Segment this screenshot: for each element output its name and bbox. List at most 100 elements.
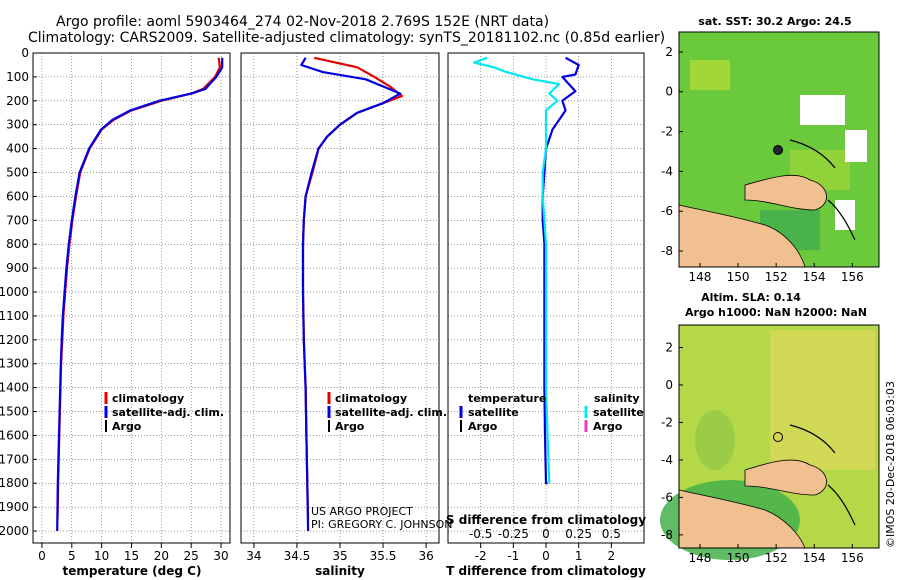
series-line-salinity-satellite xyxy=(473,56,561,484)
map-x-tick-label: 154 xyxy=(803,270,826,284)
x-tick-label-top: -0.25 xyxy=(498,527,529,541)
depth-tick-label: 1300 xyxy=(0,357,29,371)
map-x-tick-label: 152 xyxy=(765,551,788,565)
x-tick-label: 20 xyxy=(154,549,169,563)
temperature-legend: climatology satellite-adj. clim. Argo xyxy=(104,392,224,433)
map-y-tick-label: -8 xyxy=(661,244,673,258)
map-y-tick-label: -2 xyxy=(661,125,673,139)
map-y-tick-label: 2 xyxy=(665,45,673,59)
sst-map-ticks: 148 150 152 154 156 2 0 -2 -4 -6 -8 xyxy=(661,45,864,284)
x-tick-label: 25 xyxy=(184,549,199,563)
map-y-tick-label: 0 xyxy=(665,85,673,99)
salinity-x-ticks: 34 34.5 35 35.5 36 xyxy=(246,543,434,563)
sst-new-guinea-land xyxy=(678,204,806,268)
depth-axis-labels: 0 100 200 300 400 500 600 700 800 900 1000 1100 1200… xyxy=(0,46,37,538)
sst-missing-patch xyxy=(800,95,845,125)
temperature-x-ticks: 0 5 10 15 20 25 30 xyxy=(38,543,229,563)
map-x-tick-label: 148 xyxy=(688,270,711,284)
s-difference-axis-label: S difference from climatology xyxy=(446,513,646,527)
depth-tick-label: 1200 xyxy=(0,333,29,347)
depth-tick-label: 100 xyxy=(6,70,29,84)
credit-pi: PI: GREGORY C. JOHNSON xyxy=(311,518,452,531)
x-tick-label: -2 xyxy=(475,549,487,563)
depth-tick-label: 1500 xyxy=(0,405,29,419)
x-tick-label-top: 0 xyxy=(542,527,550,541)
figure-title-line2: Climatology: CARS2009. Satellite-adjuste… xyxy=(28,30,665,46)
sla-new-guinea-land xyxy=(678,489,806,549)
depth-tick-label: 200 xyxy=(6,94,29,108)
legend-label-argo: Argo xyxy=(112,420,142,433)
figure-title-line1: Argo profile: aoml 5903464_274 02-Nov-20… xyxy=(56,14,549,30)
x-tick-label: 2 xyxy=(608,549,616,563)
map-y-tick-label: -6 xyxy=(661,490,673,504)
depth-tick-label: 300 xyxy=(6,118,29,132)
depth-tick-label: 800 xyxy=(6,237,29,251)
sst-map-frame xyxy=(678,31,880,268)
salinity-legend: climatology satellite-adj. clim. Argo xyxy=(327,392,447,433)
x-tick-label: 35 xyxy=(332,549,347,563)
difference-legend-salinity: salinity satellite Argo xyxy=(584,392,644,433)
x-tick-label: 1 xyxy=(575,549,583,563)
depth-tick-label: 400 xyxy=(6,142,29,156)
sst-map-title: sat. SST: 30.2 Argo: 24.5 xyxy=(698,15,851,28)
depth-tick-label: 1700 xyxy=(0,452,29,466)
series-line-climatology xyxy=(56,57,221,520)
temperature-panel-frame xyxy=(32,52,231,544)
map-x-tick-label: 156 xyxy=(841,551,864,565)
depth-tick-label: 700 xyxy=(6,213,29,227)
legend-label-satellite: satellite-adj. clim. xyxy=(112,406,224,419)
salinity-panel-frame xyxy=(240,52,440,544)
map-y-tick-label: -4 xyxy=(661,164,673,178)
series-line-satellite-adj-clim- xyxy=(56,57,224,532)
t-difference-axis-label: T difference from climatology xyxy=(446,564,646,578)
legend-label-s-argo: Argo xyxy=(593,420,623,433)
salinity-lines xyxy=(300,56,404,532)
sla-map-frame xyxy=(678,324,880,549)
map-x-tick-label: 150 xyxy=(727,551,750,565)
depth-tick-label: 500 xyxy=(6,166,29,180)
legend-label-t-argo: Argo xyxy=(468,420,498,433)
depth-tick-label: 600 xyxy=(6,189,29,203)
x-tick-label: 34.5 xyxy=(284,549,311,563)
map-y-tick-label: -6 xyxy=(661,204,673,218)
map-y-tick-label: -4 xyxy=(661,453,673,467)
x-tick-label: 15 xyxy=(124,549,139,563)
depth-tick-label: 900 xyxy=(6,261,29,275)
x-tick-label-top: -0.5 xyxy=(469,527,492,541)
sst-missing-patch xyxy=(835,200,855,230)
map-y-tick-label: 0 xyxy=(665,378,673,392)
depth-tick-label: 1900 xyxy=(0,500,29,514)
x-tick-label: 5 xyxy=(68,549,76,563)
credit-project: US ARGO PROJECT xyxy=(311,505,413,518)
difference-legend-temperature: temperature satellite Argo xyxy=(459,392,546,433)
sla-argo-location-marker xyxy=(773,432,783,442)
legend-head-temperature: temperature xyxy=(468,392,546,405)
map-x-tick-label: 152 xyxy=(765,270,788,284)
legend-label-climatology: climatology xyxy=(112,392,184,405)
map-x-tick-label: 150 xyxy=(727,270,750,284)
x-tick-label: 35.5 xyxy=(370,549,397,563)
grid-lines xyxy=(33,52,644,543)
salinity-axis-label: salinity xyxy=(315,564,365,578)
x-tick-label-top: 0.5 xyxy=(602,527,621,541)
x-tick-label: 0 xyxy=(542,549,550,563)
sst-new-ireland-coast xyxy=(789,139,836,169)
depth-tick-label: 1100 xyxy=(0,309,29,323)
sla-bougainville-coast xyxy=(827,484,856,526)
map-y-tick-label: -2 xyxy=(661,415,673,429)
x-tick-label: 10 xyxy=(94,549,109,563)
sla-low-patch xyxy=(695,410,735,470)
sst-warm-patch xyxy=(690,60,730,90)
sla-new-ireland-coast xyxy=(789,424,836,454)
legend-label-satellite: satellite-adj. clim. xyxy=(335,406,447,419)
depth-tick-label: 1800 xyxy=(0,476,29,490)
depth-tick-label: 1600 xyxy=(0,428,29,442)
sst-new-britain-land xyxy=(744,174,827,211)
sst-bougainville-coast xyxy=(827,199,856,241)
depth-tick-label: 0 xyxy=(21,46,29,60)
sla-new-britain-land xyxy=(744,459,827,496)
x-tick-label: 0 xyxy=(38,549,46,563)
map-x-tick-label: 148 xyxy=(688,551,711,565)
difference-x-ticks: -2 -1 0 1 2 -0.5 -0.25 0 0.25 0.5 xyxy=(469,527,621,563)
